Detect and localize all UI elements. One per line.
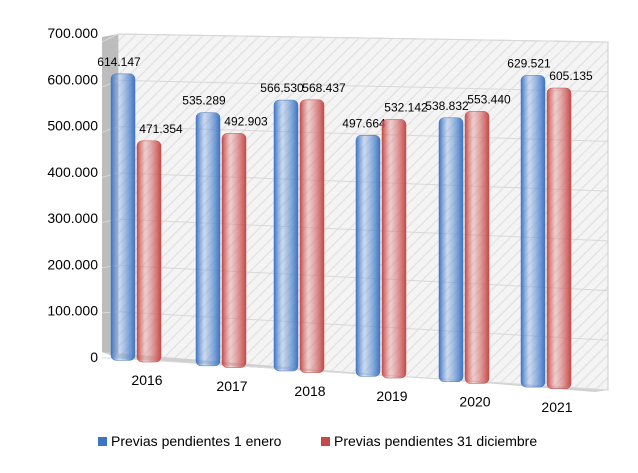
y-tick-label: 600.000: [47, 71, 98, 87]
x-tick-label: 2018: [294, 383, 325, 399]
gridline: [117, 33, 609, 43]
y-tick-label: 0: [90, 349, 98, 365]
y-tick-label: 300.000: [47, 210, 98, 226]
data-label: 553.440: [467, 92, 511, 106]
data-label: 497.664: [342, 116, 386, 130]
data-label: 492.903: [224, 114, 268, 128]
data-label: 568.437: [302, 81, 346, 95]
x-tick-label: 2016: [131, 372, 162, 388]
bar-2018-series-2: [299, 99, 325, 373]
bar-2018-series-1: [273, 99, 299, 372]
data-label: 471.354: [139, 122, 183, 136]
y-tick-label: 700.000: [47, 25, 98, 41]
bar-2017-series-2: [221, 133, 247, 368]
legend-label: Previas pendientes 1 enero: [111, 433, 282, 449]
bar-2020-series-1: [438, 117, 464, 382]
y-tick-label: 400.000: [47, 164, 98, 180]
x-tick-label: 2020: [459, 394, 490, 410]
x-tick-label: 2019: [376, 388, 407, 404]
y-tick-label: 200.000: [47, 256, 98, 272]
data-label: 566.530: [260, 81, 304, 95]
x-tick-label: 2021: [541, 399, 572, 415]
data-label: 614.147: [97, 55, 141, 69]
data-label: 532.142: [384, 100, 428, 114]
legend-label: Previas pendientes 31 diciembre: [334, 433, 537, 449]
bar-2016-series-2: [136, 140, 162, 363]
x-tick-label: 2017: [216, 378, 247, 394]
bar-2017-series-1: [195, 112, 221, 367]
legend-swatch: [321, 437, 330, 446]
bar-2019-series-2: [381, 119, 407, 379]
bar-2019-series-1: [355, 135, 381, 377]
legend-swatch: [98, 437, 107, 446]
bar-2021-series-1: [520, 75, 546, 388]
bar-2020-series-2: [464, 111, 490, 384]
y-tick-label: 500.000: [47, 118, 98, 134]
data-label: 538.832: [425, 99, 469, 113]
data-label: 629.521: [507, 56, 551, 70]
y-tick-label: 100.000: [47, 303, 98, 319]
bar-2021-series-2: [546, 87, 572, 390]
bar-2016-series-1: [110, 73, 136, 361]
data-label: 535.289: [182, 94, 226, 108]
data-label: 605.135: [549, 69, 593, 83]
gridline-side: [101, 33, 119, 43]
